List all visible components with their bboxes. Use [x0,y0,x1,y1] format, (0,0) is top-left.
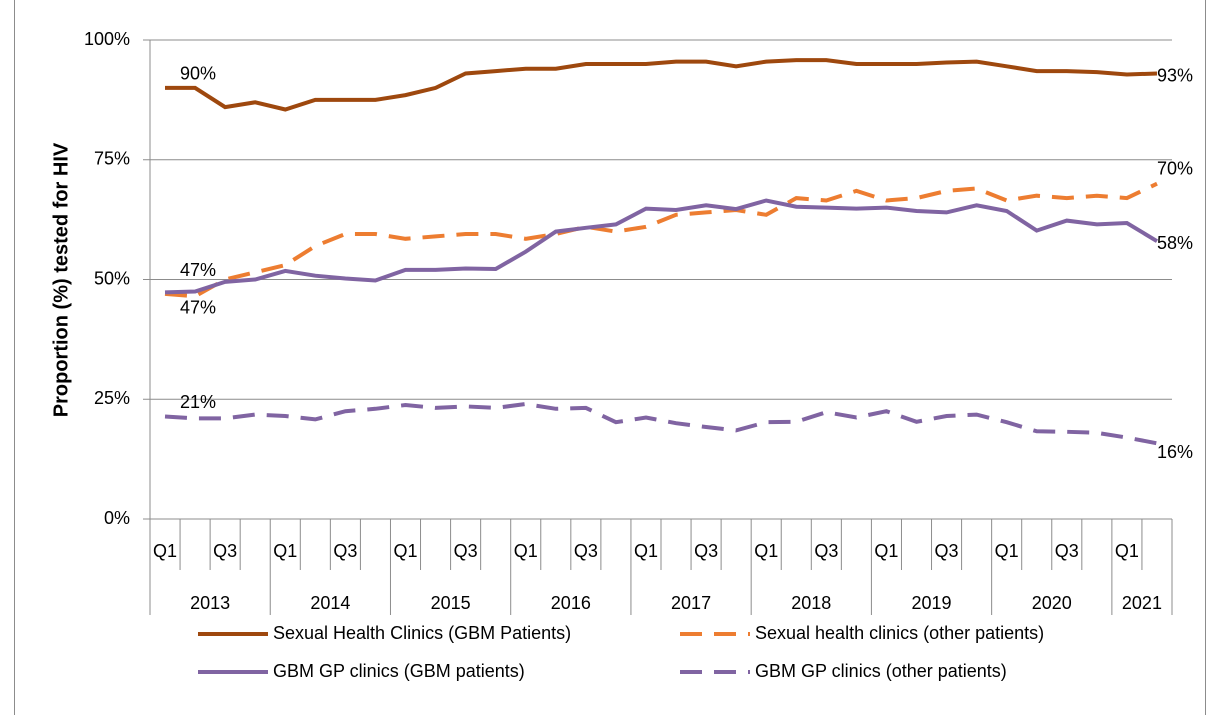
x-tick-label: Q1 [514,541,538,561]
x-tick-label: Q1 [393,541,417,561]
series-line [164,198,1159,295]
data-label: 70% [1157,158,1193,178]
x-tick-label: Q1 [273,541,297,561]
x-tick-label: Q1 [634,541,658,561]
y-tick-label: 0% [104,508,130,528]
legend-label: GBM GP clinics (other patients) [755,661,1007,681]
x-tick-label: Q3 [935,541,959,561]
y-axis-title: Proportion (%) tested for HIV [50,142,72,417]
year-label: 2016 [551,593,591,613]
data-label: 21% [180,392,216,412]
x-tick-label: Q1 [754,541,778,561]
x-tick-label: Q1 [1115,541,1139,561]
data-label: 58% [1157,233,1193,253]
x-tick-label: Q3 [814,541,838,561]
series-line [165,58,1158,112]
year-label: 2017 [671,593,711,613]
year-label: 2015 [431,593,471,613]
legend-label: Sexual Health Clinics (GBM Patients) [273,623,571,643]
x-tick-label: Q3 [574,541,598,561]
series-line [164,181,1158,299]
x-tick-label: Q1 [153,541,177,561]
data-label: 16% [1157,442,1193,462]
year-label: 2020 [1032,593,1072,613]
y-tick-label: 100% [84,29,130,49]
y-tick-label: 75% [94,149,130,169]
legend-label: GBM GP clinics (GBM patients) [273,661,525,681]
x-tick-label: Q3 [333,541,357,561]
data-label: 47% [180,260,216,280]
year-label: 2019 [912,593,952,613]
data-label: 93% [1157,65,1193,85]
x-tick-label: Q1 [874,541,898,561]
series-line [164,401,1158,446]
x-tick-label: Q3 [454,541,478,561]
x-tick-label: Q3 [1055,541,1079,561]
year-label: 2014 [310,593,350,613]
x-tick-label: Q3 [694,541,718,561]
data-label: 90% [180,64,216,84]
year-label: 2018 [791,593,831,613]
chart-frame [14,0,1206,715]
y-tick-label: 25% [94,388,130,408]
legend-label: Sexual health clinics (other patients) [755,623,1044,643]
x-tick-label: Q3 [213,541,237,561]
year-label: 2013 [190,593,230,613]
year-label: 2021 [1122,593,1162,613]
y-tick-label: 50% [94,268,130,288]
data-label: 47% [180,298,216,318]
x-tick-label: Q1 [995,541,1019,561]
